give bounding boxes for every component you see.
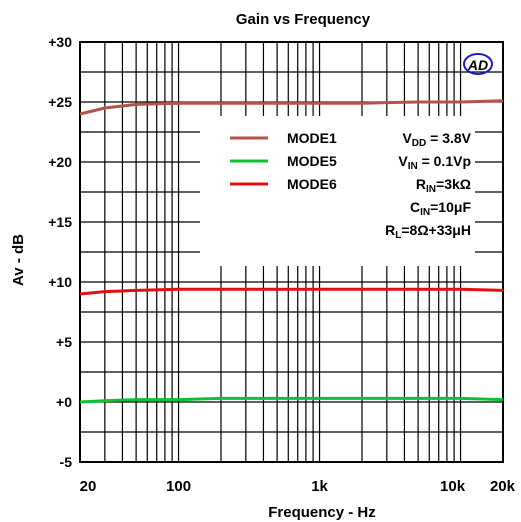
y-tick-label: +15 [48,214,72,230]
legend-label-mode1: MODE1 [287,130,337,146]
y-axis-tick-labels: -5 +0 +5 +10 +15 +20 +25 +30 [48,34,72,470]
series-line-mode1 [79,99,504,116]
y-tick-label: +30 [48,34,72,50]
y-tick-label: +10 [48,274,72,290]
legend-box [200,116,475,266]
company-logo: AD [463,53,493,75]
x-tick-label: 100 [166,478,191,495]
x-axis-tick-labels: 20 100 1k 10k 20k [80,478,516,495]
y-axis-label: Av - dB [10,234,27,286]
legend-label-mode6: MODE6 [287,176,337,192]
condition-text: RIN=3kΩ [416,176,471,195]
x-tick-label: 20k [490,478,516,495]
condition-text: VIN = 0.1Vp [398,153,471,172]
series-line-mode6 [79,287,504,296]
x-tick-label: 10k [440,478,466,495]
y-tick-label: +5 [56,334,72,350]
condition-text: RL=8Ω+33μH [385,222,471,241]
series-layer [79,99,504,404]
test-conditions: VDD = 3.8V VIN = 0.1Vp RIN=3kΩ CIN=10μF RL=8… [385,130,472,241]
legend-label-mode5: MODE5 [287,153,337,169]
x-tick-label: 1k [311,478,328,495]
series-line-mode5 [79,396,504,404]
y-tick-label: -5 [60,454,73,470]
legend: MODE1 MODE5 MODE6 [230,130,337,192]
y-tick-label: +20 [48,154,72,170]
x-axis-label: Frequency - Hz [268,504,376,521]
y-tick-label: +25 [48,94,72,110]
y-tick-label: +0 [56,394,72,410]
chart-title: Gain vs Frequency [236,11,371,28]
plot-frame [79,41,504,463]
x-tick-label: 20 [80,478,97,495]
condition-text: VDD = 3.8V [402,130,471,149]
condition-text: CIN=10μF [410,199,471,218]
logo-text: AD [467,57,488,73]
